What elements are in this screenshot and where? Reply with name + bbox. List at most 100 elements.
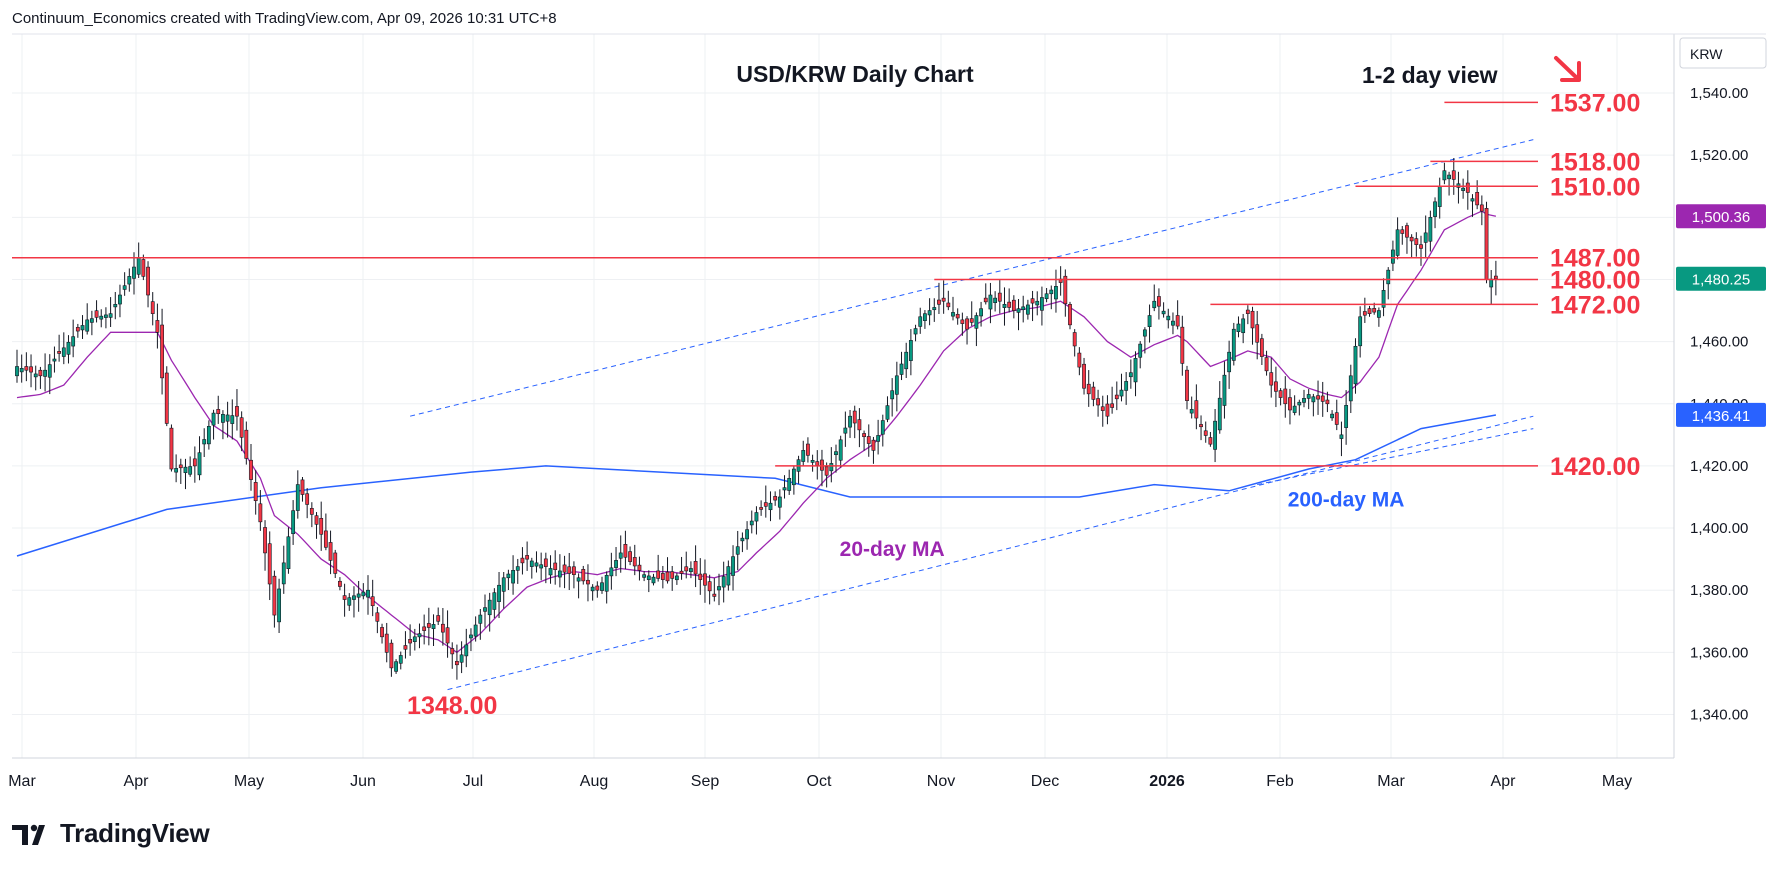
candle[interactable] xyxy=(1011,295,1016,319)
candle[interactable] xyxy=(426,607,431,646)
candle[interactable] xyxy=(726,560,731,591)
candle[interactable] xyxy=(600,576,604,594)
candle[interactable] xyxy=(66,335,71,364)
candle[interactable] xyxy=(1391,240,1395,272)
candle[interactable] xyxy=(412,628,417,651)
candle[interactable] xyxy=(698,558,703,595)
candle[interactable] xyxy=(852,405,857,439)
candle[interactable] xyxy=(955,308,960,325)
candle[interactable] xyxy=(857,408,862,448)
candle[interactable] xyxy=(1086,370,1091,407)
candle[interactable] xyxy=(862,430,866,451)
candle[interactable] xyxy=(1199,415,1203,441)
candle[interactable] xyxy=(356,580,361,612)
candle[interactable] xyxy=(445,610,450,658)
candle[interactable] xyxy=(534,551,539,573)
candle[interactable] xyxy=(221,410,225,440)
candle[interactable] xyxy=(1302,389,1306,408)
candle[interactable] xyxy=(1054,269,1058,313)
candle[interactable] xyxy=(890,378,895,417)
candle[interactable] xyxy=(1091,381,1096,407)
candle[interactable] xyxy=(113,291,118,320)
candle[interactable] xyxy=(1339,421,1344,457)
candle[interactable] xyxy=(506,569,511,590)
candle[interactable] xyxy=(651,573,656,586)
candle[interactable] xyxy=(1082,357,1086,395)
candle[interactable] xyxy=(473,616,478,642)
candle[interactable] xyxy=(122,272,127,296)
candle[interactable] xyxy=(969,301,974,326)
candle[interactable] xyxy=(937,282,941,315)
candle[interactable] xyxy=(258,490,263,531)
candle[interactable] xyxy=(338,577,342,591)
candle[interactable] xyxy=(684,551,689,579)
candle[interactable] xyxy=(1344,390,1349,445)
candle[interactable] xyxy=(801,440,806,466)
candle[interactable] xyxy=(787,469,792,495)
candle[interactable] xyxy=(983,283,988,305)
candle[interactable] xyxy=(539,552,544,581)
candle[interactable] xyxy=(417,623,422,649)
candle[interactable] xyxy=(230,399,235,440)
candle[interactable] xyxy=(1283,376,1288,418)
candle[interactable] xyxy=(75,323,80,338)
candle[interactable] xyxy=(1222,361,1227,419)
candle[interactable] xyxy=(717,573,721,606)
candle[interactable] xyxy=(689,561,693,579)
candle[interactable] xyxy=(740,532,745,553)
candle[interactable] xyxy=(965,316,969,345)
candle[interactable] xyxy=(1442,162,1447,185)
candle[interactable] xyxy=(380,623,384,644)
candle[interactable] xyxy=(974,312,979,347)
candle[interactable] xyxy=(267,531,272,601)
candle[interactable] xyxy=(876,419,881,455)
candle[interactable] xyxy=(1325,391,1330,413)
candle[interactable] xyxy=(646,570,651,593)
candle[interactable] xyxy=(590,584,595,601)
candle[interactable] xyxy=(431,614,436,647)
candle[interactable] xyxy=(529,557,534,579)
candle[interactable] xyxy=(1025,299,1030,320)
candle[interactable] xyxy=(815,450,820,480)
candle[interactable] xyxy=(1175,300,1180,330)
candle[interactable] xyxy=(1358,306,1363,358)
candle[interactable] xyxy=(38,366,43,389)
candle[interactable] xyxy=(352,586,356,618)
candle[interactable] xyxy=(679,556,684,580)
candle[interactable] xyxy=(1493,260,1498,296)
candle[interactable] xyxy=(1470,194,1475,217)
candle[interactable] xyxy=(1447,171,1451,196)
candle[interactable] xyxy=(459,641,464,674)
candle[interactable] xyxy=(1348,364,1353,414)
candle[interactable] xyxy=(1414,232,1419,257)
candle[interactable] xyxy=(57,334,62,362)
candle[interactable] xyxy=(1194,384,1199,430)
candle[interactable] xyxy=(319,501,324,551)
candle[interactable] xyxy=(1437,177,1442,219)
candle[interactable] xyxy=(192,446,197,483)
candle[interactable] xyxy=(202,428,207,458)
candle[interactable] xyxy=(1405,222,1409,254)
candle[interactable] xyxy=(1171,312,1175,335)
candle[interactable] xyxy=(1063,269,1068,317)
candle[interactable] xyxy=(848,409,852,438)
candle[interactable] xyxy=(1386,267,1391,300)
candle[interactable] xyxy=(1124,372,1129,405)
candle[interactable] xyxy=(1072,329,1077,357)
candle[interactable] xyxy=(1475,180,1480,210)
candle[interactable] xyxy=(300,476,305,502)
candle[interactable] xyxy=(1297,399,1302,416)
candle[interactable] xyxy=(394,659,398,674)
candle[interactable] xyxy=(469,628,473,652)
candle[interactable] xyxy=(104,307,108,329)
candle[interactable] xyxy=(623,530,628,570)
candle[interactable] xyxy=(211,409,216,440)
candle[interactable] xyxy=(398,651,403,670)
candle[interactable] xyxy=(604,571,609,604)
candle[interactable] xyxy=(305,488,310,519)
candle[interactable] xyxy=(946,290,951,311)
candle[interactable] xyxy=(628,546,632,566)
candle[interactable] xyxy=(291,500,296,545)
candle[interactable] xyxy=(927,298,932,326)
